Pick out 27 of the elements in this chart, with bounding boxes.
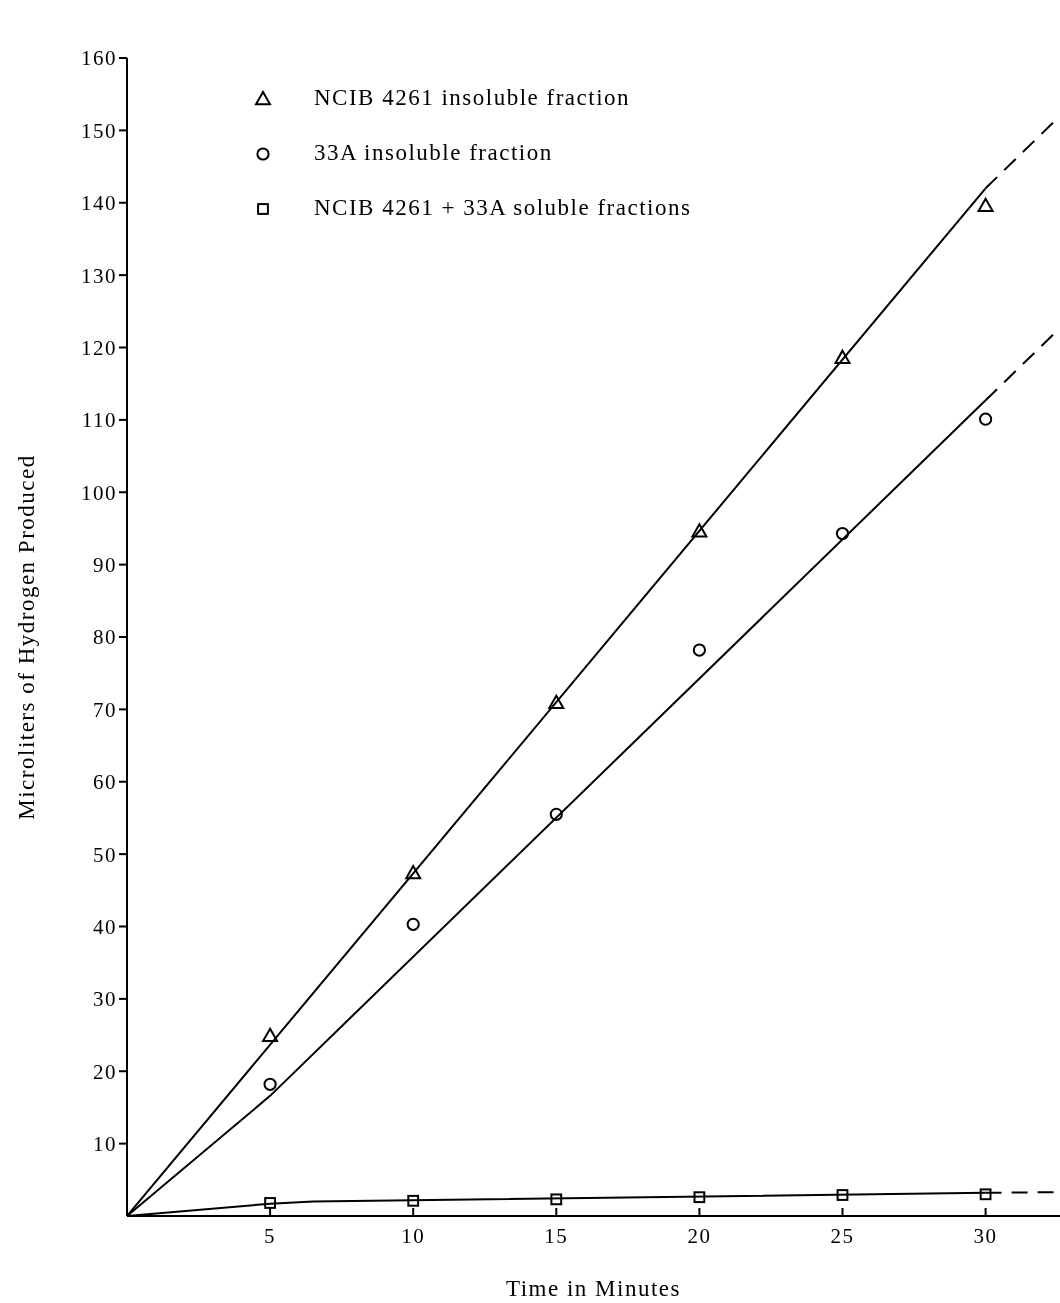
x-tick-label: 20 (687, 1223, 712, 1248)
x-tick-label: 15 (544, 1223, 569, 1248)
x-tick-label: 10 (401, 1223, 426, 1248)
x-tick-label: 25 (830, 1223, 855, 1248)
legend-label: NCIB 4261 insoluble fraction (314, 84, 631, 111)
x-tick-label: 30 (973, 1223, 998, 1248)
x-axis-title: Time in Minutes (505, 1276, 682, 1301)
y-tick-label: 110 (81, 408, 117, 433)
y-tick-label: 40 (93, 914, 117, 939)
x-tick-label: 5 (264, 1223, 277, 1248)
legend-label: 33A insoluble fraction (314, 139, 553, 166)
y-tick-label: 120 (81, 335, 117, 360)
y-tick-label: 70 (93, 697, 117, 722)
y-tick-label: 130 (81, 263, 117, 288)
y-tick-label: 60 (93, 770, 117, 795)
y-tick-label: 30 (93, 987, 117, 1012)
y-tick-label: 150 (81, 118, 117, 143)
legend-label: NCIB 4261 + 33A soluble fractions (314, 194, 692, 221)
y-tick-label: 50 (93, 842, 117, 867)
y-tick-label: 100 (81, 480, 117, 505)
y-tick-label: 90 (93, 553, 117, 578)
y-tick-label: 160 (81, 46, 117, 71)
y-tick-label: 80 (93, 625, 117, 650)
y-tick-label: 20 (93, 1059, 117, 1084)
y-tick-label: 140 (81, 191, 117, 216)
y-tick-label: 10 (93, 1132, 117, 1157)
y-axis-title: Microliters of Hydrogen Produced (14, 454, 40, 820)
